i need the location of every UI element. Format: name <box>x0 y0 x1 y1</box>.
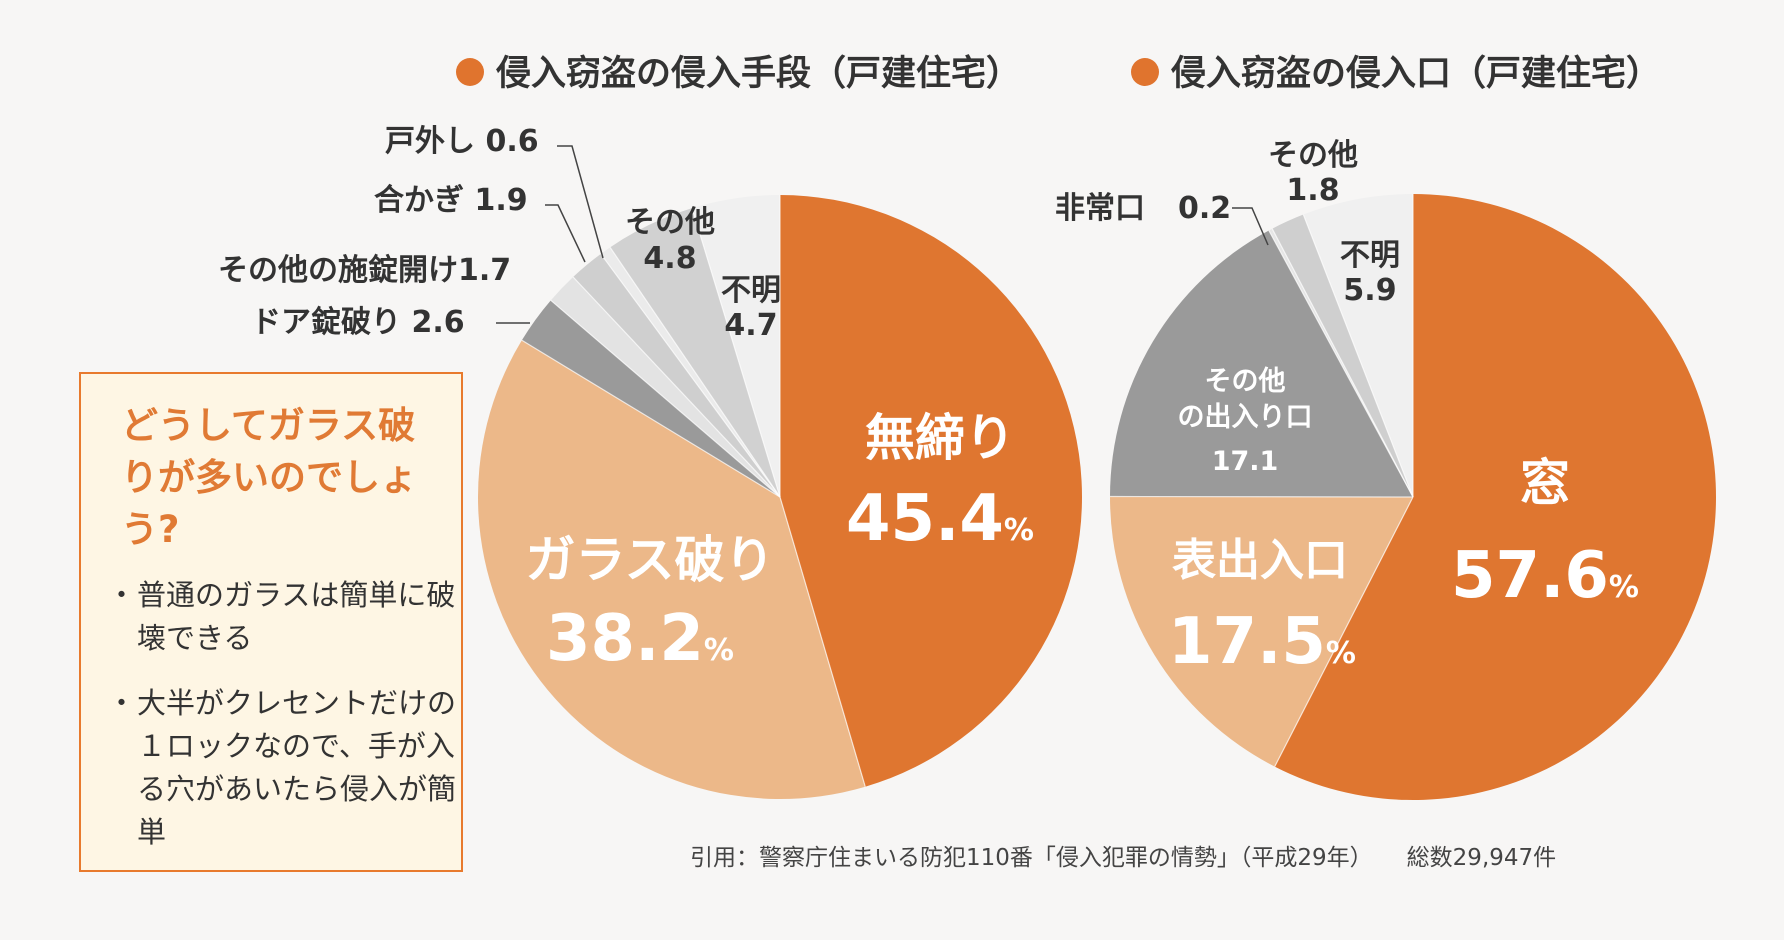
callout-item: 普通のガラスは簡単に破壊できる <box>107 574 457 660</box>
leader-line <box>545 204 586 263</box>
slice-divider <box>550 299 781 498</box>
slice-label-other: その他 <box>1268 138 1358 173</box>
slice-label-main: 無締り <box>865 409 1015 467</box>
legend-label: 侵入窃盗の侵入手段（戸建住宅） <box>495 53 1021 94</box>
slice-label-main: 窓 <box>1520 454 1570 512</box>
slice-divider <box>1268 230 1414 498</box>
slice-divider <box>1302 214 1414 498</box>
slice-label-second: ガラス破り <box>526 531 775 589</box>
slice-divider <box>609 246 781 498</box>
slice-divider <box>691 207 781 498</box>
slice-divider <box>521 339 781 498</box>
slice-value-other: 4.8 <box>643 241 696 276</box>
pie-slice <box>477 340 866 800</box>
pie-slice <box>573 253 780 497</box>
pie-slice <box>550 277 780 497</box>
pie-slice <box>600 247 780 497</box>
slice-divider <box>600 253 781 498</box>
source-total: 総数29,947件 <box>1406 845 1557 871</box>
source-citation: 引用：警察庁住まいる防犯110番「侵入犯罪の情勢」（平成29年） <box>690 845 1373 871</box>
pie-slice <box>780 195 1083 787</box>
pie-slice <box>1303 194 1413 497</box>
callout-item: 大半がクレセントだけの１ロックなので、手が入る穴があいたら侵入が簡単 <box>107 682 457 854</box>
legend-label: 侵入窃盗の侵入口（戸建住宅） <box>1170 53 1661 94</box>
slice-value-other-entrance: 17.1 <box>1212 446 1279 477</box>
ext-label-door-removal: 戸外し 0.6 <box>385 124 539 159</box>
slice-divider <box>1274 496 1414 767</box>
ext-label-door-lock-break: ドア錠破り 2.6 <box>251 305 465 340</box>
pie-slice <box>610 208 780 498</box>
leader-line <box>557 145 604 259</box>
callout-title: どうしてガラス破りが多いのでしょう? <box>121 404 417 551</box>
ext-label-duplicate-key: 合かぎ 1.9 <box>374 183 528 218</box>
ext-value-emergency-exit: 0.2 <box>1178 191 1231 226</box>
callout-list: 普通のガラスは簡単に破壊できる 大半がクレセントだけの１ロックなので、手が入る穴… <box>107 574 457 876</box>
slice-label-unknown: 不明 <box>721 273 781 308</box>
leader-line <box>1232 207 1269 246</box>
legend-marker <box>456 58 484 86</box>
pie-slice <box>1274 194 1716 800</box>
slice-divider <box>1271 228 1414 498</box>
slice-value-second: 38.2% <box>546 602 734 676</box>
pie-slice <box>692 195 780 497</box>
slice-label-unknown: 不明 <box>1340 238 1400 273</box>
slice-divider <box>779 496 866 787</box>
slice-label-second: 表出入口 <box>1172 535 1348 586</box>
pie-slice <box>521 300 780 497</box>
slice-divider <box>572 276 781 498</box>
source-note: 引用：警察庁住まいる防犯110番「侵入犯罪の情勢」（平成29年） 総数29,947… <box>690 838 1556 872</box>
pie-slice <box>1110 496 1413 767</box>
slice-value-unknown: 4.7 <box>724 308 777 343</box>
slice-value-main: 45.4% <box>846 482 1034 556</box>
ext-label-emergency-exit: 非常口 <box>1055 191 1145 226</box>
pie-slice <box>1110 230 1413 497</box>
slice-value-second: 17.5% <box>1168 605 1356 679</box>
slice-value-main: 57.6% <box>1451 539 1639 613</box>
pie-slice <box>1272 214 1413 498</box>
slice-value-unknown: 5.9 <box>1343 273 1396 308</box>
slice-value-other: 1.8 <box>1286 173 1339 208</box>
slice-label-other: その他 <box>625 205 715 240</box>
legend-marker <box>1131 58 1159 86</box>
ext-label-other-unlock: その他の施錠開け1.7 <box>218 253 511 288</box>
slice-label-other-entrance: その他の出入り口 <box>1178 366 1313 433</box>
callout-box: どうしてガラス破りが多いのでしょう? 普通のガラスは簡単に破壊できる 大半がクレ… <box>79 372 463 872</box>
